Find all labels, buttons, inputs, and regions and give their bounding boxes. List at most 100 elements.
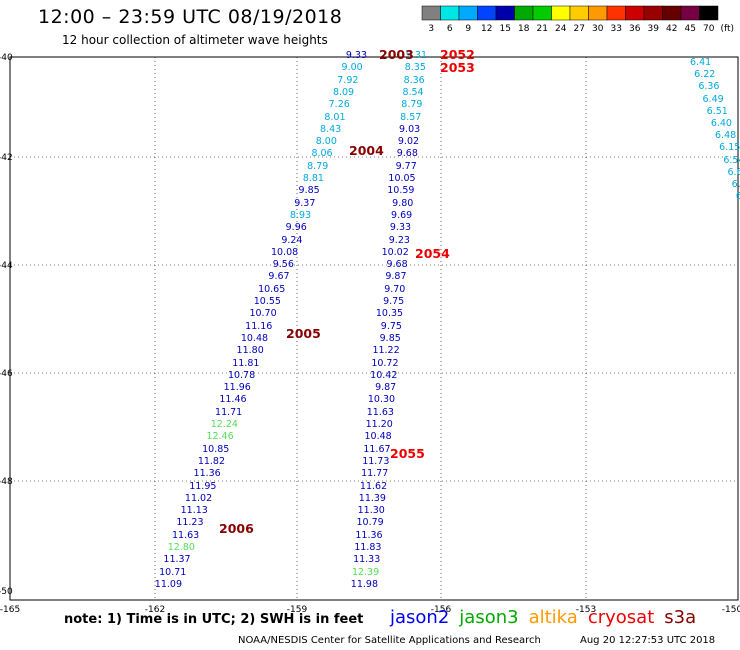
swh-value: 8.06 [311, 148, 333, 160]
scale-label: 9 [465, 24, 471, 34]
pass-number: 2006 [219, 521, 254, 536]
scale-label: 18 [518, 24, 530, 34]
swh-value: 8.09 [332, 86, 355, 98]
swh-value: 9.75 [383, 296, 405, 307]
swh-value: 11.63 [366, 406, 394, 418]
pass-number: 2003 [379, 47, 414, 62]
swh-value: 9.68 [386, 259, 408, 271]
swh-value: 9.87 [385, 271, 407, 283]
swh-value: 9.77 [395, 160, 417, 172]
scale-label: 39 [648, 24, 660, 34]
swh-value: 10.71 [159, 566, 187, 578]
pass-number: 2004 [349, 143, 384, 158]
scale-label: (ft) [720, 24, 734, 34]
swh-value: 11.73 [362, 455, 390, 467]
swh-value: 10.79 [356, 517, 384, 529]
swh-value: 10.48 [240, 332, 269, 344]
swh-value: 6. [731, 179, 740, 190]
map-frame [9, 56, 739, 601]
lat-label: -48 [0, 477, 13, 487]
satellite-name: cryosat [587, 607, 655, 628]
swh-value: 8.00 [315, 136, 337, 148]
timestamp-text: Aug 20 12:27:53 UTC 2018 [580, 635, 716, 646]
swh-value: 8.35 [404, 62, 426, 74]
swh-value: 10.65 [258, 283, 286, 295]
scale-label: 3 [428, 24, 434, 34]
lon-label: -162 [145, 605, 165, 615]
swh-value: 10.30 [367, 394, 396, 406]
lat-label: -46 [0, 369, 13, 379]
lat-label: -42 [0, 153, 13, 163]
swh-value: 8.93 [289, 209, 312, 221]
swh-value: 8.81 [302, 173, 324, 184]
lon-label: -153 [576, 605, 596, 615]
swh-value: 6.51 [706, 105, 728, 117]
swh-value: 11.96 [223, 382, 251, 394]
swh-value: 11.81 [232, 357, 260, 369]
swh-value: 11.62 [359, 480, 388, 492]
swh-value: 8.57 [400, 111, 422, 123]
swh-value: 11.33 [353, 554, 381, 566]
swh-value: 6.49 [702, 93, 724, 105]
swh-value: 11.80 [236, 345, 264, 357]
swh-value: 11.98 [350, 578, 378, 590]
lat-label: -50 [0, 587, 13, 597]
swh-value: 9.33 [345, 50, 367, 61]
swh-value: 9.56 [272, 259, 294, 271]
swh-value: 11.39 [358, 492, 386, 504]
scale-label: 70 [703, 24, 715, 34]
swh-value: 9.96 [285, 222, 307, 234]
scale-label: 45 [685, 24, 696, 34]
scale-label: 42 [666, 24, 677, 34]
lat-label: -40 [0, 53, 13, 63]
swh-value: 9.03 [399, 123, 421, 135]
swh-value: 9.02 [397, 136, 420, 148]
swh-value: 9.69 [391, 209, 413, 221]
color-scale-legend: 3 6 9 12 15 18 21 24 27 30 33 36 39 42 45 70 (ft) [421, 5, 734, 34]
swh-value: 10.35 [375, 308, 404, 320]
satellite-legend: jason2 jason3 altika cryosat s3a [390, 607, 706, 628]
swh-value: 10.02 [381, 246, 409, 258]
swh-value: 6.40 [710, 118, 732, 129]
swh-value: 11.23 [176, 517, 204, 529]
swh-value: 7.92 [337, 74, 359, 86]
scale-label: 21 [537, 24, 548, 34]
swh-value: 9.23 [388, 234, 410, 246]
scale-label: 33 [611, 24, 622, 34]
scale-label: 6 [447, 24, 453, 34]
swh-value: 6 [735, 191, 740, 203]
map-title: 12:00 – 23:59 UTC 08/19/2018 [38, 6, 343, 28]
swh-value: 9.00 [341, 62, 363, 74]
swh-value: 11.20 [365, 419, 393, 430]
swh-value: 8.79 [307, 160, 329, 172]
swh-value: 10.48 [364, 431, 392, 443]
satellite-name: s3a [664, 607, 697, 628]
swh-value: 8.79 [401, 99, 423, 111]
swh-value: 10.85 [202, 443, 230, 455]
swh-value: 8.43 [320, 123, 342, 135]
scale-label: 12 [481, 24, 492, 34]
swh-value: 12.46 [206, 431, 234, 443]
swh-value: 10.08 [270, 246, 299, 258]
swh-value: 9.68 [396, 148, 418, 160]
swh-value: 11.36 [193, 468, 221, 480]
scale-label: 24 [555, 24, 567, 34]
scale-label: 30 [592, 24, 604, 34]
satellite-name: jason2 [390, 607, 450, 628]
swh-value: 6.41 [690, 57, 712, 68]
swh-value: 10.59 [387, 185, 415, 197]
swh-value: 12.39 [351, 566, 380, 578]
credit-text: NOAA/NESDIS Center for Satellite Applica… [238, 635, 541, 646]
swh-value: 10.72 [371, 357, 399, 369]
swh-value: 8.36 [403, 74, 425, 86]
scale-swatch [699, 5, 719, 21]
swh-value: 7.26 [328, 99, 350, 111]
swh-value: 9.70 [384, 283, 406, 295]
swh-value: 11.09 [154, 578, 182, 590]
swh-value: 10.78 [227, 369, 256, 381]
swh-value: 11.02 [184, 492, 213, 504]
lon-label: -150 [722, 605, 740, 615]
swh-value: 11.82 [197, 455, 226, 467]
swh-value: 6.48 [715, 130, 737, 142]
swh-value: 11.37 [163, 554, 191, 566]
